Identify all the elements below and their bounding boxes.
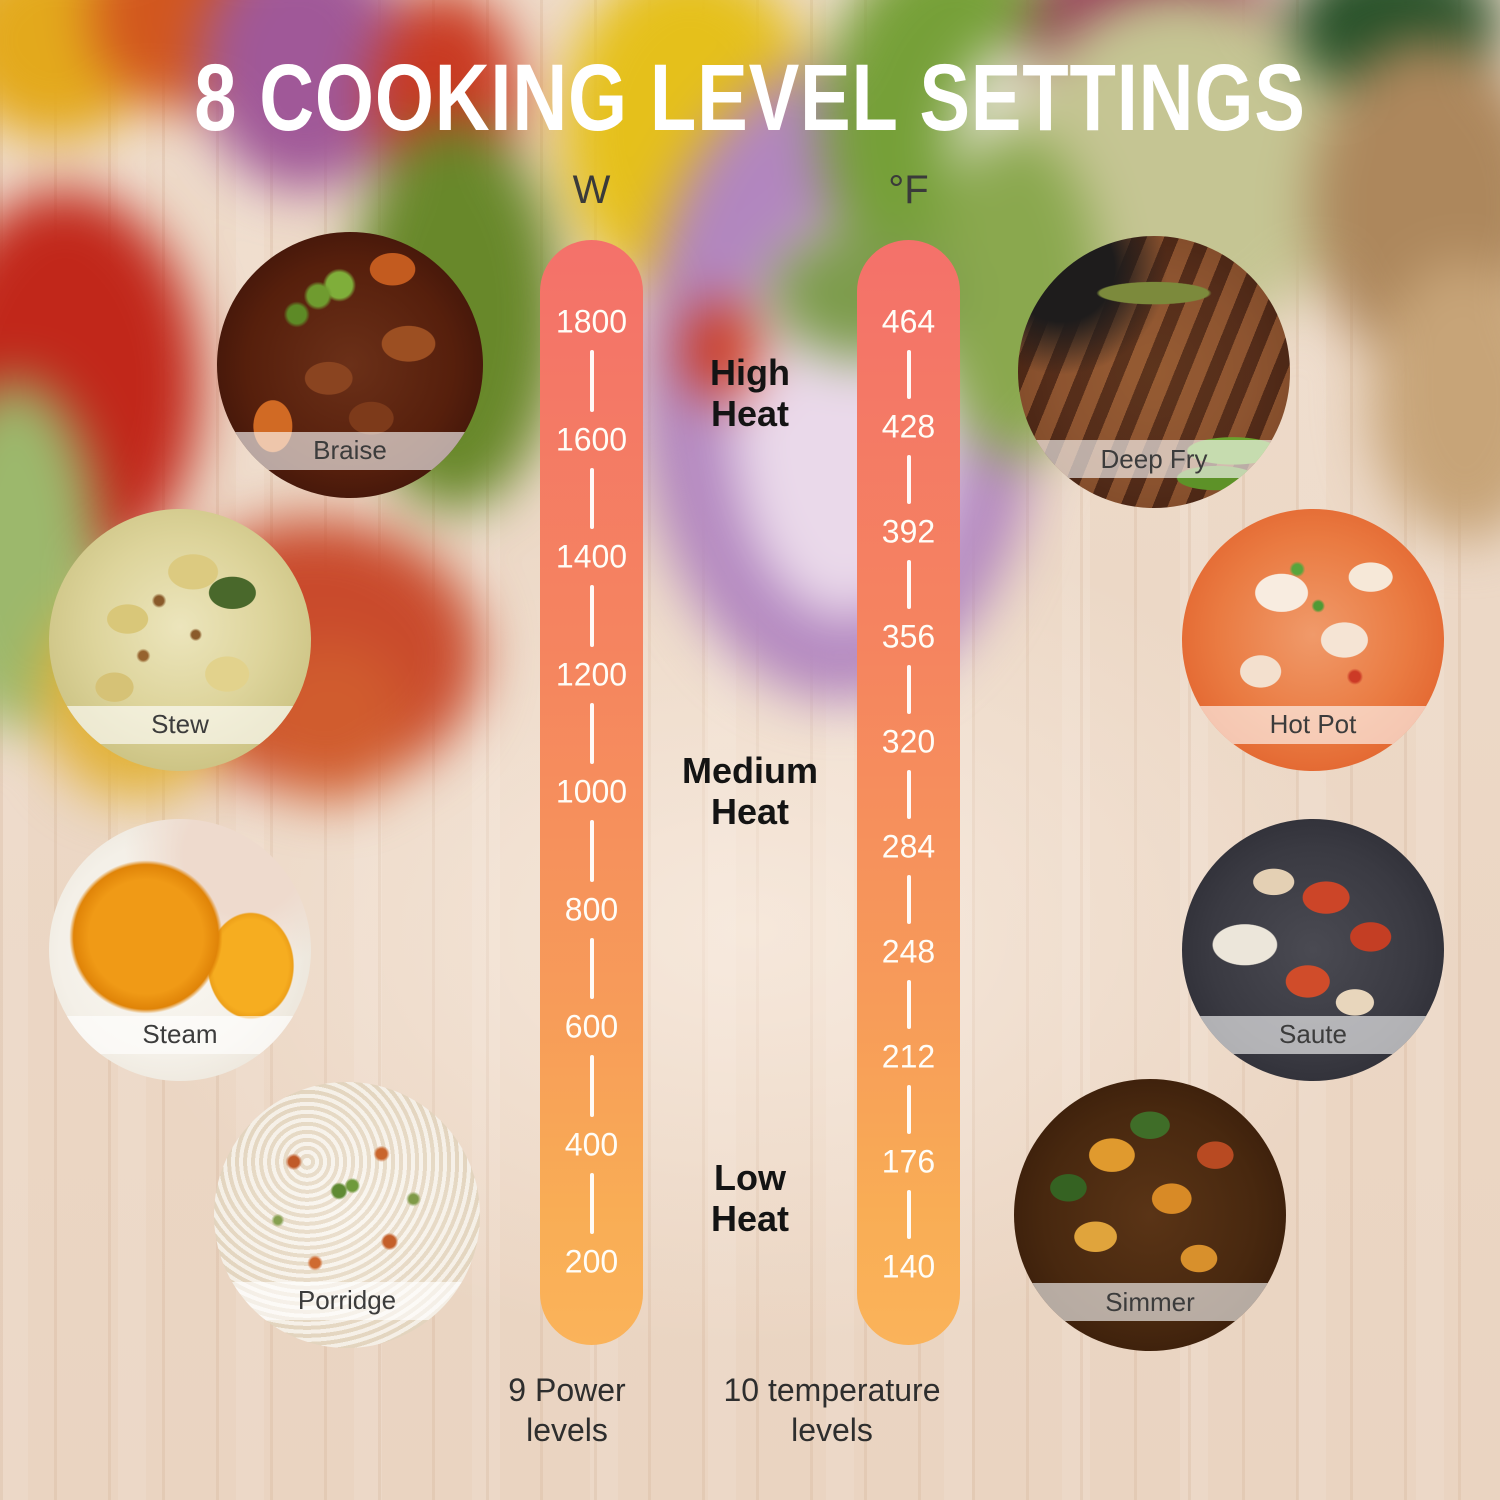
scale-tick [906,1085,911,1134]
food-label-band: Porridge [214,1281,480,1320]
scale-tick [589,820,594,882]
food-photo-saute: Saute [1182,819,1444,1081]
scale-tick [906,455,911,504]
power-caption: 9 Power levels [508,1372,626,1448]
temperature-caption: 10 temperature levels [723,1372,941,1448]
scale-value: 1600 [555,421,628,457]
scale-tick [589,702,594,764]
scale-value: 212 [881,1038,936,1075]
food-label: Porridge [297,1285,397,1315]
scale-tick [906,1190,911,1239]
food-label-band: Braise [217,431,483,470]
food-photo-simmer: Simmer [1014,1079,1286,1351]
scale-tick [906,350,911,399]
food-label-band: Stew [49,705,311,744]
food-label: Stew [151,709,209,739]
food-label: Deep Fry [1100,443,1208,474]
page-title: 8 COOKING LEVEL SETTINGS [194,45,1306,151]
food-photo-braise: Braise [217,232,483,498]
scale-tick [906,665,911,714]
scale-value: 600 [564,1008,619,1045]
scale-value: 400 [564,1126,619,1162]
food-label: Hot Pot [1269,709,1357,739]
scale-tick [589,585,594,647]
temperature-unit-label: °F [888,168,929,212]
scale-value: 800 [564,891,619,927]
heat-zone-high: High Heat [710,352,790,434]
food-photo-hot-pot: Hot Pot [1182,509,1444,771]
food-label: Saute [1279,1019,1347,1049]
heat-zone-low: Low Heat [710,1157,790,1239]
scale-value: 356 [881,618,936,655]
scale-tick [589,1055,594,1117]
power-scale-bar: 1800 1600 1400 1200 1000 800 600 400 200 [540,240,643,1345]
food-label: Simmer [1105,1286,1195,1317]
scale-value: 320 [881,723,936,760]
scale-value: 248 [881,933,936,970]
scale-tick [906,875,911,924]
food-photo-steam: Steam [49,819,311,1081]
scale-tick [906,770,911,819]
scale-tick [906,560,911,609]
power-unit-label: W [572,168,611,212]
scale-value: 1000 [555,773,628,810]
food-label-band: Deep Fry [1018,440,1290,478]
food-label-band: Simmer [1014,1283,1286,1321]
scale-tick [589,467,594,529]
food-label-band: Steam [49,1015,311,1054]
scale-value: 200 [564,1243,619,1280]
scale-value: 428 [881,408,936,445]
scale-tick [906,980,911,1029]
scale-value: 1200 [555,656,628,692]
food-photo-stew: Stew [49,509,311,771]
scale-value: 140 [881,1248,936,1285]
scale-value: 1800 [555,303,628,340]
food-photo-porridge: Porridge [214,1082,480,1348]
food-label-band: Saute [1182,1015,1444,1054]
food-label-band: Hot Pot [1182,705,1444,744]
produce-blob [680,300,760,400]
heat-zone-medium: Medium Heat [681,750,818,832]
scale-value: 464 [881,303,936,340]
temperature-scale-bar: 464 428 392 356 320 284 248 212 176 140 [857,240,960,1345]
scale-value: 176 [881,1143,936,1180]
scale-value: 284 [881,828,936,865]
scale-tick [589,1172,594,1234]
food-label: Braise [313,435,387,465]
scale-tick [589,350,594,412]
scale-value: 392 [881,513,936,550]
food-label: Steam [142,1019,218,1049]
scale-value: 1400 [555,538,628,575]
scale-tick [589,937,594,999]
food-photo-deep-fry: Deep Fry [1018,236,1290,508]
